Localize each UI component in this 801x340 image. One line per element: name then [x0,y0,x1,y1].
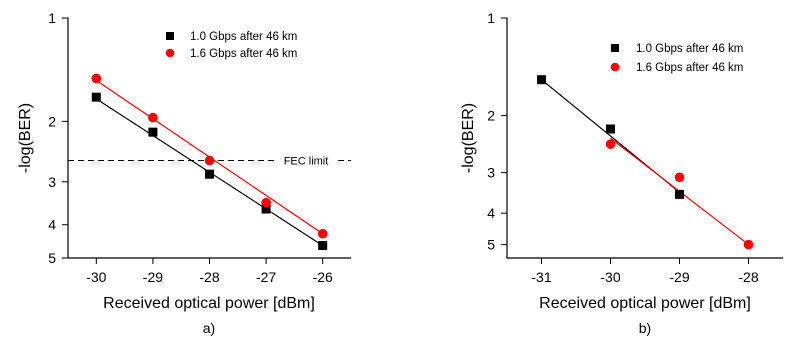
panel-label: b) [639,320,651,336]
legend-label-series-1: 1.0 Gbps after 46 km [190,31,297,43]
y-tick-label: 2 [487,108,495,124]
x-tick-label: -30 [600,269,620,285]
data-markers [537,75,754,250]
data-point-series-1 [148,127,158,137]
data-point-series-2 [148,112,158,123]
panel-label: a) [203,320,215,336]
y-tick-label: 4 [487,205,495,221]
y-tick-label: 5 [48,250,56,266]
legend-marker-series-1 [611,44,619,52]
data-point-series-2 [605,139,616,149]
data-point-series-2 [261,197,271,208]
legend-marker-series-2 [165,48,175,58]
x-tick-label: -29 [669,269,689,285]
chart-a: -30 -29 -28 -27 -26 1 2 3 4 5 FEC limit 1.0 Gbps… [17,10,351,336]
y-tick-label: 5 [487,237,495,253]
legend: 1.0 Gbps after 46 km 1.6 Gbps after 46 k… [610,43,743,74]
y-axis-label: -log(BER) [460,103,477,173]
legend-label-series-2: 1.6 Gbps after 46 km [190,48,297,60]
data-point-series-2 [204,155,215,166]
y-axis-label: -log(BER) [17,103,34,173]
data-point-series-2 [743,239,754,250]
data-point-series-2 [674,172,685,183]
y-tick-label: 4 [48,217,56,233]
y-tick-label: 2 [48,113,56,129]
x-tick-label: -29 [143,269,163,285]
data-point-series-1 [91,92,101,102]
y-tick-label: 3 [48,174,56,190]
y-tick-label: 3 [487,165,495,181]
data-point-series-1 [606,124,615,134]
data-point-series-2 [317,228,328,239]
data-point-series-1 [205,169,214,179]
x-tick-label: -27 [256,269,276,285]
fec-limit-label: FEC limit [284,155,329,167]
data-point-series-1 [675,189,684,199]
x-tick-label: -31 [531,269,551,285]
legend-marker-series-2 [610,62,620,72]
legend-marker-series-1 [166,32,174,40]
x-axis-label: Received optical power [dBm] [103,295,315,312]
y-tick-label: 1 [48,10,56,26]
fit-lines [541,79,749,246]
x-ticks: -31 -30 -29 -28 [531,258,759,285]
x-axis-label: Received optical power [dBm] [539,295,751,312]
x-tick-label: -30 [86,269,106,285]
data-point-series-1 [537,75,546,85]
chart-b: -31 -30 -29 -28 1 2 3 4 5 1.0 Gbps after 46 km … [460,10,783,336]
data-point-series-2 [91,73,102,84]
y-tick-label: 1 [487,10,495,26]
x-ticks: -30 -29 -28 -27 -26 [86,258,333,285]
data-point-series-1 [261,204,271,214]
legend: 1.0 Gbps after 46 km 1.6 Gbps after 46 k… [165,31,297,60]
data-markers [91,73,328,251]
y-ticks: 1 2 3 4 5 [487,10,507,253]
legend-label-series-1: 1.0 Gbps after 46 km [636,43,743,55]
fec-label-bg [276,152,336,169]
x-tick-label: -28 [199,269,219,285]
fec-annotation: FEC limit [68,152,351,169]
data-point-series-1 [318,241,328,251]
x-tick-label: -26 [313,269,333,285]
y-ticks: 1 2 3 4 5 [48,10,68,266]
x-tick-label: -28 [738,269,758,285]
legend-label-series-2: 1.6 Gbps after 46 km [636,62,743,74]
